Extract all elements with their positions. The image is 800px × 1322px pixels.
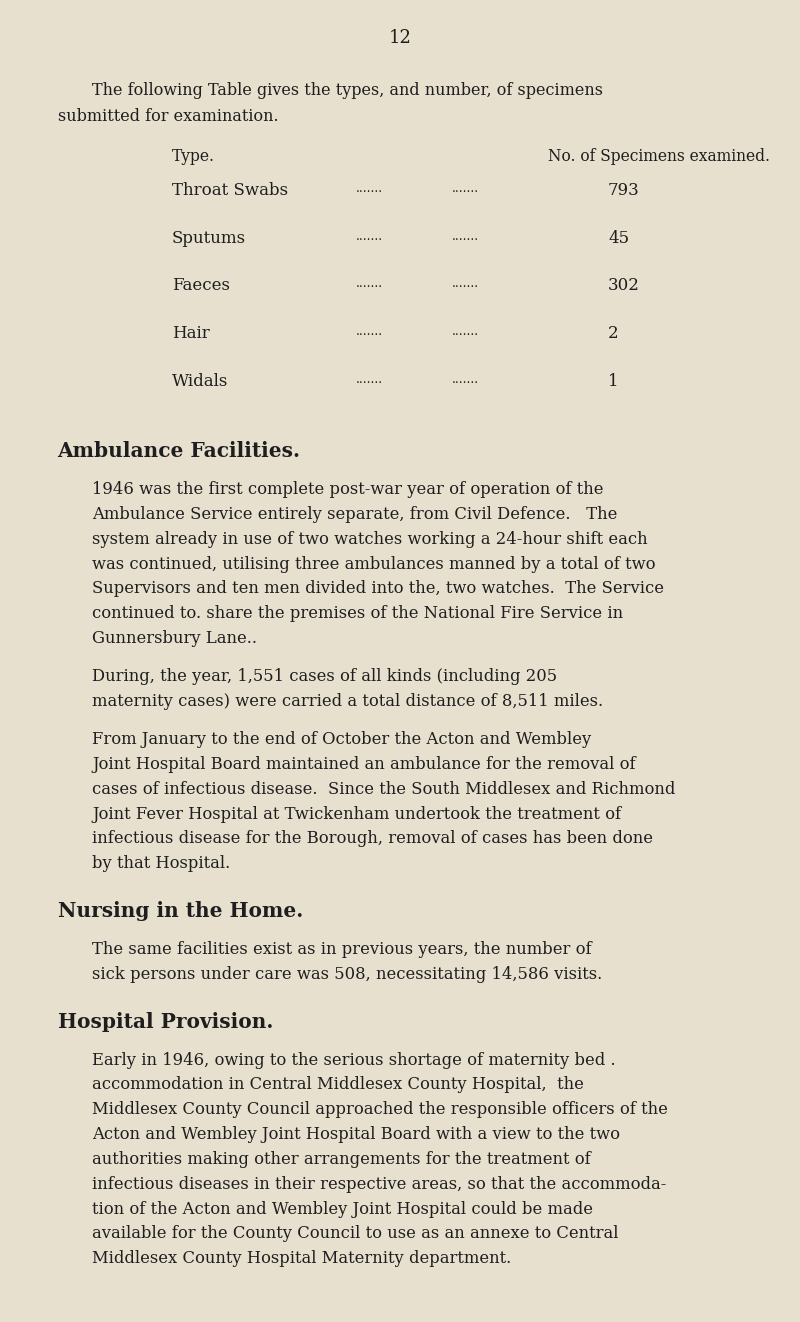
Text: Ambulance Service entirely separate, from Civil Defence.   The: Ambulance Service entirely separate, fro…	[92, 506, 618, 522]
Text: continued to. share the premises of the National Fire Service in: continued to. share the premises of the …	[92, 605, 623, 623]
Text: .......: .......	[452, 278, 479, 291]
Text: Hair: Hair	[172, 325, 210, 342]
Text: From January to the end of October the Acton and Wembley: From January to the end of October the A…	[92, 731, 591, 748]
Text: Middlesex County Council approached the responsible officers of the: Middlesex County Council approached the …	[92, 1101, 668, 1118]
Text: infectious diseases in their respective areas, so that the accommoda-: infectious diseases in their respective …	[92, 1175, 666, 1192]
Text: Supervisors and ten men divided into the, two watches.  The Service: Supervisors and ten men divided into the…	[92, 580, 664, 598]
Text: accommodation in Central Middlesex County Hospital,  the: accommodation in Central Middlesex Count…	[92, 1076, 584, 1093]
Text: .......: .......	[356, 182, 383, 196]
Text: maternity cases) were carried a total distance of 8,511 miles.: maternity cases) were carried a total di…	[92, 693, 603, 710]
Text: tion of the Acton and Wembley Joint Hospital could be made: tion of the Acton and Wembley Joint Hosp…	[92, 1200, 593, 1218]
Text: infectious disease for the Borough, removal of cases has been done: infectious disease for the Borough, remo…	[92, 830, 653, 847]
Text: 45: 45	[608, 230, 629, 247]
Text: Gunnersbury Lane..: Gunnersbury Lane..	[92, 631, 257, 646]
Text: The following Table gives the types, and number, of specimens: The following Table gives the types, and…	[92, 82, 603, 99]
Text: .......: .......	[452, 325, 479, 338]
Text: sick persons under care was 508, necessitating 14,586 visits.: sick persons under care was 508, necessi…	[92, 966, 602, 982]
Text: Hospital Provision.: Hospital Provision.	[58, 1011, 273, 1032]
Text: .......: .......	[452, 182, 479, 196]
Text: Ambulance Facilities.: Ambulance Facilities.	[58, 442, 301, 461]
Text: 2: 2	[608, 325, 618, 342]
Text: authorities making other arrangements for the treatment of: authorities making other arrangements fo…	[92, 1151, 590, 1167]
Text: No. of Specimens examined.: No. of Specimens examined.	[548, 148, 770, 165]
Text: 302: 302	[608, 278, 640, 295]
Text: available for the County Council to use as an annexe to Central: available for the County Council to use …	[92, 1225, 618, 1243]
Text: Sputums: Sputums	[172, 230, 246, 247]
Text: .......: .......	[356, 325, 383, 338]
Text: Middlesex County Hospital Maternity department.: Middlesex County Hospital Maternity depa…	[92, 1251, 511, 1268]
Text: Faeces: Faeces	[172, 278, 230, 295]
Text: 1: 1	[608, 373, 618, 390]
Text: .......: .......	[356, 230, 383, 243]
Text: Joint Hospital Board maintained an ambulance for the removal of: Joint Hospital Board maintained an ambul…	[92, 756, 636, 773]
Text: During, the year, 1,551 cases of all kinds (including 205: During, the year, 1,551 cases of all kin…	[92, 668, 557, 685]
Text: .......: .......	[356, 278, 383, 291]
Text: Throat Swabs: Throat Swabs	[172, 182, 288, 200]
Text: cases of infectious disease.  Since the South Middlesex and Richmond: cases of infectious disease. Since the S…	[92, 781, 675, 797]
Text: 793: 793	[608, 182, 640, 200]
Text: Joint Fever Hospital at Twickenham undertook the treatment of: Joint Fever Hospital at Twickenham under…	[92, 805, 621, 822]
Text: submitted for examination.: submitted for examination.	[58, 108, 278, 126]
Text: Acton and Wembley Joint Hospital Board with a view to the two: Acton and Wembley Joint Hospital Board w…	[92, 1126, 620, 1144]
Text: Type.: Type.	[172, 148, 215, 165]
Text: Widals: Widals	[172, 373, 228, 390]
Text: Early in 1946, owing to the serious shortage of maternity bed .: Early in 1946, owing to the serious shor…	[92, 1051, 616, 1068]
Text: system already in use of two watches working a 24-hour shift each: system already in use of two watches wor…	[92, 530, 648, 547]
Text: 12: 12	[389, 29, 411, 48]
Text: .......: .......	[356, 373, 383, 386]
Text: by that Hospital.: by that Hospital.	[92, 855, 230, 873]
Text: 1946 was the first complete post-war year of operation of the: 1946 was the first complete post-war yea…	[92, 481, 603, 498]
Text: Nursing in the Home.: Nursing in the Home.	[58, 902, 303, 921]
Text: The same facilities exist as in previous years, the number of: The same facilities exist as in previous…	[92, 941, 592, 958]
Text: .......: .......	[452, 230, 479, 243]
Text: .......: .......	[452, 373, 479, 386]
Text: was continued, utilising three ambulances manned by a total of two: was continued, utilising three ambulance…	[92, 555, 655, 572]
